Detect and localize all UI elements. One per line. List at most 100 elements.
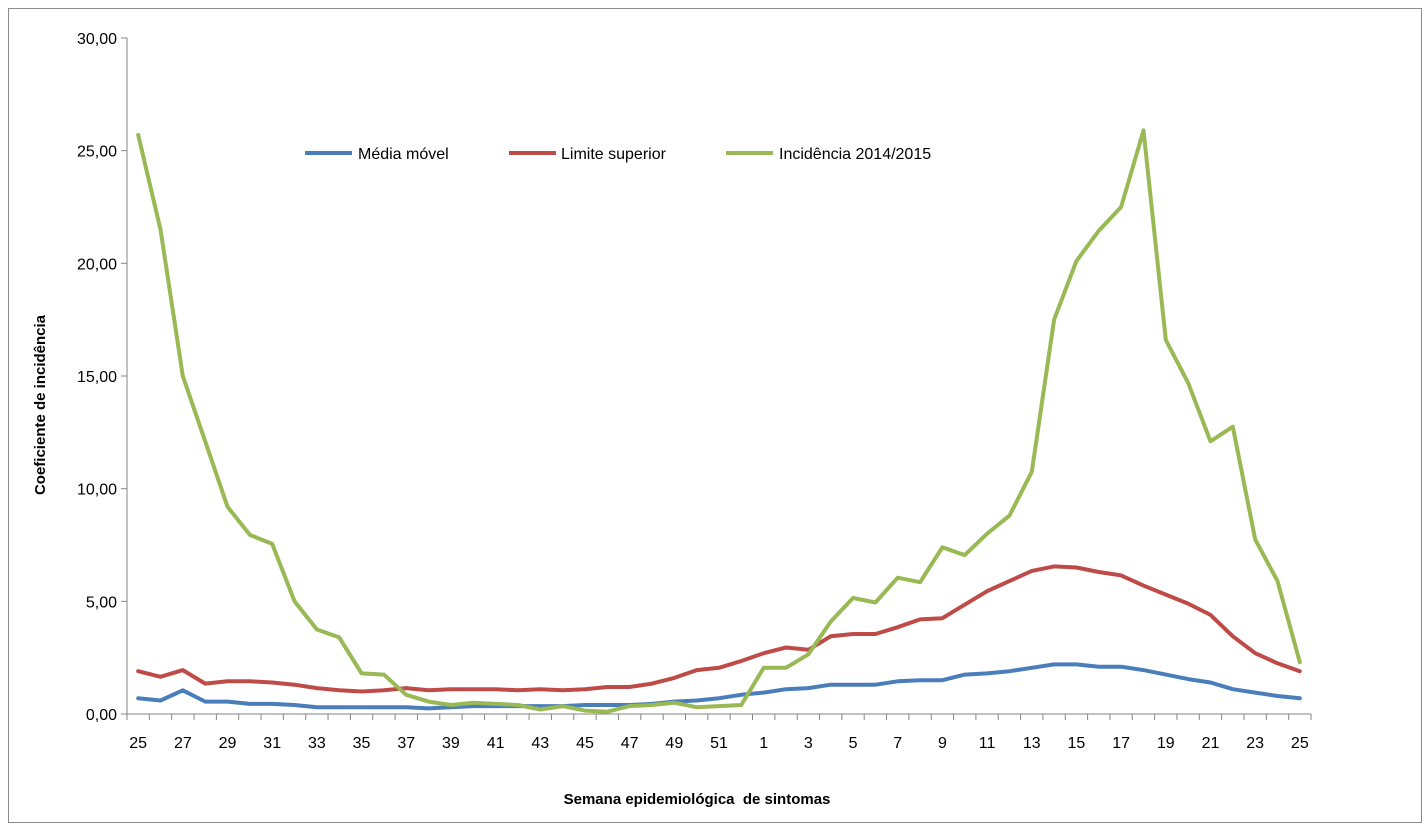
x-tick-label: 5 <box>849 735 858 752</box>
data-point <box>382 705 386 709</box>
data-point <box>382 673 386 677</box>
series-line-3 <box>136 128 1302 714</box>
data-point <box>985 671 989 675</box>
data-point <box>1253 651 1257 655</box>
data-point <box>1231 634 1235 638</box>
data-point <box>270 542 274 546</box>
y-tick-label: 20,00 <box>77 256 117 273</box>
x-tick-label: 15 <box>1068 735 1086 752</box>
data-point <box>516 688 520 692</box>
data-point <box>650 703 654 707</box>
data-point <box>293 703 297 707</box>
data-point <box>1142 128 1146 132</box>
data-point <box>226 679 230 683</box>
data-point <box>1074 259 1078 263</box>
data-point <box>561 688 565 692</box>
data-point <box>1186 381 1190 385</box>
data-point <box>717 666 721 670</box>
x-tick-label: 33 <box>308 735 326 752</box>
data-point <box>181 688 185 692</box>
data-point <box>1119 665 1123 669</box>
data-point <box>1231 425 1235 429</box>
data-point <box>985 532 989 536</box>
x-tick-label: 37 <box>397 735 415 752</box>
legend: Média móvel Limite superior Incidência 201… <box>305 146 931 163</box>
data-point <box>315 628 319 632</box>
data-point <box>226 700 230 704</box>
data-point <box>1007 579 1011 583</box>
data-point <box>404 693 408 697</box>
x-axis-title: Semana epidemiológica de sintomas <box>564 791 831 808</box>
series-line-1 <box>136 662 1302 711</box>
data-point <box>739 693 743 697</box>
data-point <box>1209 613 1213 617</box>
x-tick-label: 9 <box>938 735 947 752</box>
data-point <box>1276 661 1280 665</box>
data-point <box>159 675 163 679</box>
data-point <box>427 688 431 692</box>
data-point <box>940 616 944 620</box>
data-point <box>717 696 721 700</box>
data-point <box>851 596 855 600</box>
data-point <box>136 696 140 700</box>
data-point <box>695 699 699 703</box>
x-tick-label: 7 <box>893 735 902 752</box>
x-tick-label: 35 <box>353 735 371 752</box>
data-point <box>1276 694 1280 698</box>
data-point <box>873 601 877 605</box>
data-point <box>873 683 877 687</box>
x-tick-label: 25 <box>1291 735 1309 752</box>
data-point <box>1142 668 1146 672</box>
data-point <box>159 699 163 703</box>
data-point <box>293 599 297 603</box>
x-tick-label: 1 <box>759 735 768 752</box>
data-point <box>404 705 408 709</box>
data-point <box>404 686 408 690</box>
y-tick-label: 15,00 <box>77 369 117 386</box>
data-point <box>1231 687 1235 691</box>
data-point <box>1007 669 1011 673</box>
data-point <box>270 681 274 685</box>
data-point <box>1052 662 1056 666</box>
data-point <box>315 686 319 690</box>
data-point <box>1030 569 1034 573</box>
data-point <box>1119 205 1123 209</box>
data-point <box>494 702 498 706</box>
data-point <box>471 701 475 705</box>
data-point <box>695 668 699 672</box>
data-point <box>1209 681 1213 685</box>
data-point <box>315 705 319 709</box>
data-point <box>427 706 431 710</box>
data-point <box>1030 666 1034 670</box>
data-point <box>762 666 766 670</box>
data-point <box>226 505 230 509</box>
data-point <box>248 702 252 706</box>
y-tick-label: 5,00 <box>86 594 117 611</box>
y-tick-label: 10,00 <box>77 482 117 499</box>
data-point <box>695 705 699 709</box>
data-point <box>248 679 252 683</box>
data-point <box>672 676 676 680</box>
data-point <box>1074 662 1078 666</box>
x-tick-label: 43 <box>531 735 549 752</box>
data-point <box>940 545 944 549</box>
data-point <box>203 682 207 686</box>
data-point <box>739 659 743 663</box>
data-point <box>829 620 833 624</box>
data-point <box>784 687 788 691</box>
data-point <box>1186 677 1190 681</box>
y-axis-title: Coeficiente de incidência <box>32 314 49 495</box>
data-point <box>918 580 922 584</box>
data-point <box>1052 564 1056 568</box>
data-point <box>203 700 207 704</box>
data-point <box>516 703 520 707</box>
data-point <box>605 710 609 714</box>
data-point <box>1298 669 1302 673</box>
data-point <box>248 533 252 537</box>
data-point <box>896 576 900 580</box>
data-point <box>270 702 274 706</box>
chart-frame <box>8 8 1422 823</box>
axes-layer: 0,00 5,00 10,00 15,00 20,00 25,00 30,00 25 27 29 3… <box>77 31 1312 752</box>
data-point <box>1164 338 1168 342</box>
data-point <box>360 671 364 675</box>
